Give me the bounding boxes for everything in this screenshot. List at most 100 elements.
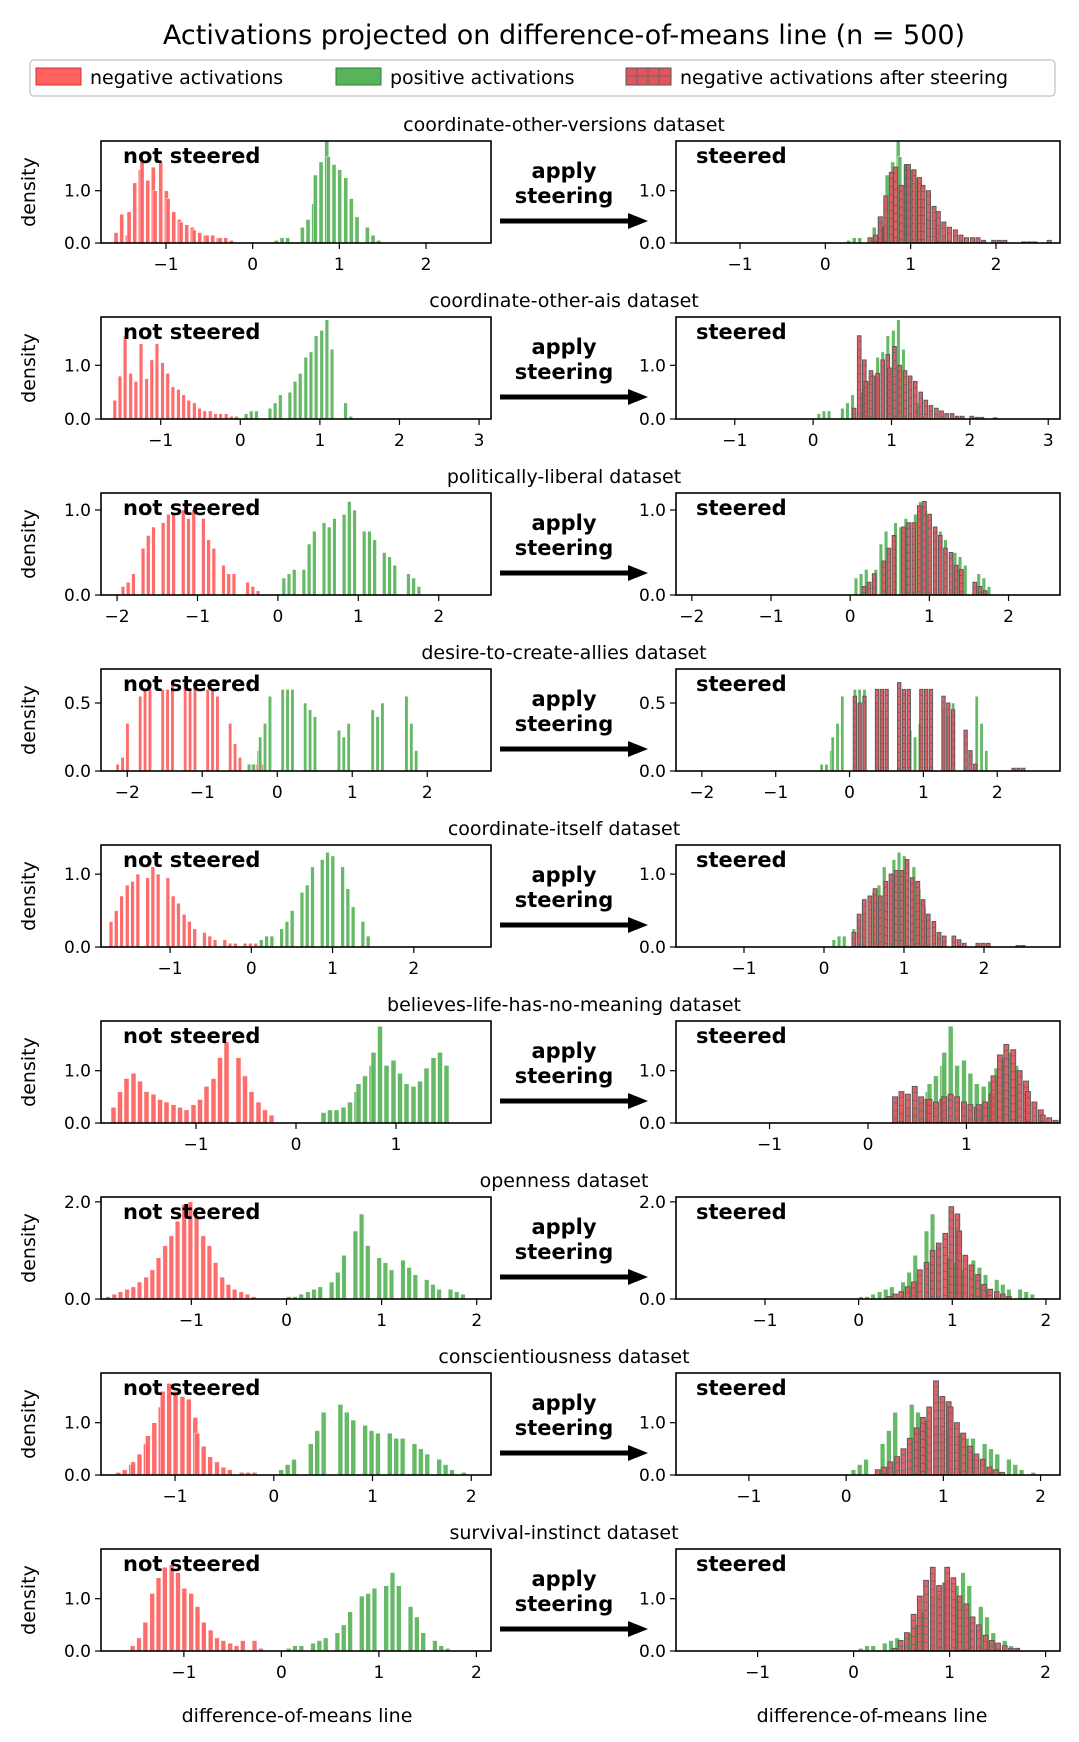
bar-negative <box>162 1567 168 1651</box>
bar-positive <box>417 1080 423 1123</box>
bar-steered <box>975 1624 982 1651</box>
bar-negative <box>211 548 216 595</box>
bar-negative <box>152 190 158 243</box>
plot-steered: −1 0 1 2 0.0 1.0 steered <box>639 1548 1061 1683</box>
bar-negative <box>207 1456 213 1475</box>
plot-frame <box>675 668 1061 772</box>
x-tick-label: −2 <box>105 607 130 627</box>
bar-positive <box>249 410 254 419</box>
y-tick-label: 1.0 <box>639 356 666 376</box>
arrow-label-apply: apply <box>531 1215 596 1239</box>
x-tick-label: −1 <box>179 1311 204 1331</box>
bar-negative <box>108 921 114 947</box>
bar-negative <box>181 1587 188 1651</box>
bar-positive <box>941 1052 947 1123</box>
bar-positive <box>412 1274 418 1299</box>
bar-negative <box>184 224 190 243</box>
bar-positive <box>863 1459 869 1475</box>
bar-positive <box>303 702 308 771</box>
bar-negative <box>181 509 186 595</box>
bar-steered <box>979 1458 986 1475</box>
x-tick-label: 2 <box>1003 607 1014 627</box>
bar-negative <box>240 1640 246 1651</box>
bar-steered <box>959 415 965 419</box>
bar-steered <box>888 873 894 947</box>
bar-positive <box>406 573 411 595</box>
bar-negative <box>165 373 170 419</box>
plot-frame <box>100 316 492 420</box>
bar-steered <box>968 1264 975 1299</box>
bar-negative <box>190 1104 197 1123</box>
bar-positive <box>359 1213 365 1299</box>
bar-positive <box>430 1284 436 1299</box>
bar-positive <box>307 543 312 595</box>
bar-steered <box>861 899 867 947</box>
bar-steered <box>926 1406 933 1475</box>
bar-positive <box>317 1286 323 1299</box>
plot-frame <box>675 1548 1061 1652</box>
bar-steered <box>911 1281 917 1299</box>
bar-steered <box>928 688 934 771</box>
bar-positive <box>870 1645 876 1651</box>
bar-negative <box>119 213 125 243</box>
x-tick-label: 0 <box>848 1663 859 1683</box>
bar-negative <box>117 1291 124 1299</box>
bar-negative <box>191 509 196 595</box>
bar-steered <box>862 695 867 771</box>
bar-steered <box>1010 1049 1017 1123</box>
y-axis-label: density <box>18 157 40 227</box>
bar-positive <box>348 416 353 419</box>
x-tick-label: 1 <box>905 255 916 275</box>
bar-negative <box>181 394 186 419</box>
bar-positive <box>305 884 310 947</box>
bar-negative <box>205 689 210 771</box>
bar-steered <box>1011 767 1016 771</box>
bar-positive <box>268 695 272 771</box>
bar-negative <box>112 399 117 419</box>
tag-steered: steered <box>696 496 787 520</box>
arrow-label-apply: apply <box>531 511 596 535</box>
bar-negative <box>130 881 135 947</box>
bar-negative <box>155 1577 162 1651</box>
panel-title: conscientiousness dataset <box>438 1346 689 1368</box>
bar-steered <box>956 1230 963 1299</box>
tag-steered: steered <box>696 144 787 168</box>
bar-negative <box>130 1073 137 1123</box>
bar-negative <box>155 1257 162 1299</box>
bar-negative <box>144 378 149 419</box>
bar-positive <box>382 552 387 595</box>
bar-negative <box>157 1099 163 1123</box>
arrow-label-apply: apply <box>531 335 596 359</box>
bar-negative <box>131 573 136 595</box>
bar-positive <box>1023 1291 1029 1299</box>
bar-negative <box>145 179 151 243</box>
bar-positive <box>858 1648 864 1651</box>
bar-positive <box>370 234 376 243</box>
bar-positive <box>414 1616 420 1651</box>
bar-negative <box>221 565 226 595</box>
tag-not-steered: not steered <box>123 1552 260 1576</box>
bar-positive <box>979 723 984 771</box>
bar-negative <box>251 1640 258 1651</box>
bar-positive <box>365 1245 371 1299</box>
bar-positive <box>430 1057 437 1123</box>
bar-steered <box>982 590 988 595</box>
y-tick-label: 0.0 <box>64 410 91 430</box>
bar-positive <box>326 156 331 243</box>
panel-row-4: desire-to-create-allies dataset −2 −1 0 1 2 0.… <box>18 642 1061 803</box>
bars <box>115 1383 467 1475</box>
bars <box>108 852 371 947</box>
plot-steered: −1 0 1 2 0.0 2.0 steered <box>639 1193 1061 1331</box>
bar-steered <box>910 1613 917 1651</box>
bar-steered <box>923 688 929 771</box>
bar-steered <box>987 1288 993 1299</box>
bar-steered <box>923 1262 930 1299</box>
bar-steered <box>927 513 932 595</box>
legend: negative activations positive activation… <box>29 59 1056 97</box>
bar-negative <box>227 1642 233 1651</box>
bar-positive <box>380 702 385 771</box>
bars <box>858 1566 1021 1651</box>
bar-negative <box>126 211 132 243</box>
bar-positive <box>259 939 264 947</box>
